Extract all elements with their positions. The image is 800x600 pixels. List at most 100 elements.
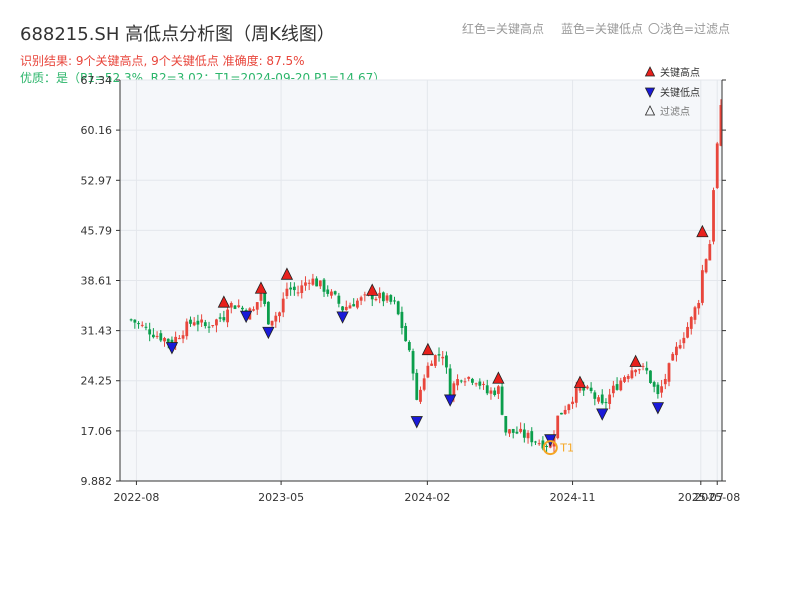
- candle-body: [322, 279, 326, 292]
- candle-body: [693, 307, 697, 320]
- candle-body: [140, 324, 144, 326]
- candle-body: [652, 382, 656, 387]
- candle-body: [226, 309, 229, 323]
- candle-body: [712, 190, 715, 242]
- candle-body: [552, 435, 556, 447]
- candle-body: [419, 389, 422, 402]
- candle-body: [604, 402, 608, 404]
- candle-body: [233, 305, 237, 309]
- candle-body: [255, 302, 259, 310]
- candle-body: [686, 326, 689, 338]
- candle-body: [530, 431, 534, 443]
- key-low-marker: [443, 394, 457, 407]
- candle-body: [259, 293, 263, 301]
- candle-body: [177, 338, 181, 340]
- legend-marker: [644, 87, 656, 98]
- candle-body: [589, 387, 593, 391]
- candle-body: [263, 292, 267, 304]
- candle-body: [370, 292, 374, 300]
- candle-body: [341, 306, 344, 311]
- key-low-marker: [596, 408, 609, 421]
- candle-body: [222, 317, 226, 321]
- candle-body: [637, 369, 641, 371]
- candle-body: [181, 335, 185, 339]
- candle-body: [615, 384, 619, 390]
- candle-body: [300, 285, 304, 294]
- legend-marker: [644, 66, 656, 77]
- candle-body: [270, 320, 274, 326]
- candle-body: [697, 302, 701, 309]
- legend-blue-note: 蓝色=关键低点: [561, 22, 644, 36]
- candle-body: [278, 312, 281, 317]
- candle-body: [667, 363, 671, 382]
- candle-body: [363, 294, 367, 296]
- candle-body: [567, 404, 571, 411]
- candle-body: [241, 307, 244, 310]
- candle-body: [215, 319, 218, 326]
- candle-body: [663, 378, 667, 385]
- candle-body: [330, 291, 333, 296]
- t1-label: T1: [559, 442, 574, 455]
- candle-body: [459, 380, 463, 382]
- candle-body: [151, 334, 155, 338]
- candle-body: [582, 385, 586, 391]
- candle-body: [482, 383, 485, 385]
- candle-body: [608, 394, 612, 404]
- candle-body: [496, 386, 500, 394]
- y-tick-label: 38.61: [81, 275, 113, 288]
- candle-body: [422, 378, 426, 390]
- y-tick-label: 60.16: [81, 124, 113, 137]
- candle-body: [441, 356, 445, 359]
- legend-red-note: 红色=关键高点: [462, 22, 545, 36]
- candle-body: [463, 381, 467, 383]
- candle-body: [189, 319, 192, 324]
- legend-light-note: 〇浅色=过滤点: [648, 22, 731, 36]
- candle-body: [237, 305, 241, 308]
- key-low-marker: [262, 326, 275, 340]
- candle-body: [467, 376, 471, 379]
- key-low-marker: [336, 311, 349, 324]
- candle-body: [185, 321, 189, 337]
- key-high-marker: [366, 283, 379, 296]
- candle-body: [537, 443, 541, 445]
- x-tick-label: 2023-05: [258, 491, 304, 504]
- candle-body: [318, 280, 322, 287]
- key-high-marker: [696, 224, 709, 238]
- key-high-marker: [573, 375, 587, 388]
- candle-body: [211, 325, 215, 327]
- candle-body: [137, 323, 140, 325]
- candle-body: [493, 390, 497, 395]
- candle-body: [281, 298, 285, 313]
- candle-body: [675, 346, 678, 356]
- candle-body: [344, 306, 348, 311]
- candle-body: [704, 259, 708, 273]
- candle-body: [378, 292, 382, 299]
- y-tick-label: 45.79: [81, 224, 113, 237]
- candle-body: [445, 355, 448, 368]
- result-summary: 识别结果: 9个关键高点, 9个关键低点 准确度: 87.5%: [20, 54, 305, 68]
- candle-body: [452, 383, 456, 396]
- candle-body: [415, 372, 419, 400]
- candle-body: [619, 380, 623, 391]
- candle-body: [252, 309, 255, 311]
- candle-body: [511, 429, 515, 433]
- candle-body: [578, 387, 582, 391]
- x-tick-label: 2022-08: [113, 491, 159, 504]
- candle-body: [556, 415, 560, 439]
- candle-body: [356, 300, 359, 308]
- candle-body: [174, 336, 178, 346]
- candle-body: [315, 278, 319, 287]
- candle-body: [700, 270, 704, 303]
- candle-body: [600, 394, 604, 404]
- candle-body: [515, 431, 519, 434]
- candle-body: [207, 326, 211, 328]
- candle-body: [526, 432, 530, 439]
- candle-body: [430, 363, 433, 366]
- candle-body: [133, 319, 137, 323]
- candle-body: [485, 385, 489, 394]
- candle-body: [203, 322, 207, 327]
- candle-body: [426, 365, 430, 378]
- candle-body: [626, 375, 630, 379]
